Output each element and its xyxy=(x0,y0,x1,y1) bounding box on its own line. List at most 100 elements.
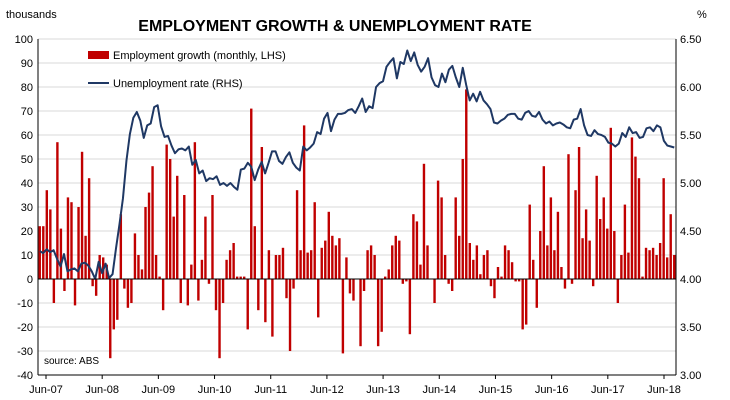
employment-bar xyxy=(359,279,362,347)
employment-bar xyxy=(112,279,115,330)
x-tick-label: Jun-14 xyxy=(422,384,456,396)
employment-bar xyxy=(338,238,341,279)
employment-bar xyxy=(70,202,73,279)
employment-bar xyxy=(426,245,429,279)
x-tick-label: Jun-16 xyxy=(535,384,569,396)
employment-bar xyxy=(433,279,436,303)
employment-bar xyxy=(49,209,52,279)
employment-bar xyxy=(94,279,98,296)
employment-bar xyxy=(309,250,313,279)
employment-bar xyxy=(218,279,221,359)
x-tick-label: Jun-10 xyxy=(198,384,232,396)
employment-bar xyxy=(225,259,228,279)
employment-bar xyxy=(387,269,390,279)
x-tick-label: Jun-07 xyxy=(29,384,63,396)
employment-bar xyxy=(458,235,461,279)
employment-bar xyxy=(616,279,620,303)
employment-bar xyxy=(151,166,154,279)
employment-bar xyxy=(257,279,260,311)
employment-bar xyxy=(384,276,387,279)
employment-bar xyxy=(507,250,510,279)
employment-bar xyxy=(324,240,327,279)
employment-bar xyxy=(73,279,77,306)
left-tick-label: -40 xyxy=(17,370,33,382)
employment-bar xyxy=(274,255,278,279)
employment-bar xyxy=(415,221,419,279)
employment-bar xyxy=(475,245,479,279)
employment-bar xyxy=(447,279,450,284)
employment-bar xyxy=(264,279,267,323)
right-tick-label: 4.00 xyxy=(680,274,701,286)
source-note: source: ABS xyxy=(44,356,99,367)
employment-bar xyxy=(662,178,665,279)
left-tick-label: 60 xyxy=(21,130,33,142)
employment-bar xyxy=(214,279,218,311)
left-tick-label: 30 xyxy=(21,202,33,214)
left-tick-label: -20 xyxy=(17,322,33,334)
employment-bar xyxy=(584,209,588,279)
x-axis-ticks: Jun-07 Jun-08 Jun-09 Jun-10 Jun-11 Jun-12 Jun-… xyxy=(29,375,681,396)
left-tick-label: 100 xyxy=(15,34,33,46)
employment-bar xyxy=(140,269,144,279)
employment-bar xyxy=(38,226,41,279)
employment-bar xyxy=(193,142,197,279)
employment-bar xyxy=(285,279,288,299)
employment-bar xyxy=(602,197,605,279)
employment-bar xyxy=(609,127,612,279)
employment-bar xyxy=(165,144,168,279)
left-tick-label: 90 xyxy=(21,58,33,70)
employment-bar xyxy=(362,279,366,291)
employment-bar xyxy=(398,240,401,279)
employment-bar xyxy=(482,255,486,279)
employment-bar xyxy=(560,267,563,279)
employment-bar xyxy=(613,231,616,279)
x-tick-label: Jun-15 xyxy=(479,384,513,396)
employment-bar xyxy=(450,279,454,291)
unemployment-line xyxy=(39,49,675,280)
employment-bar xyxy=(528,204,531,279)
left-tick-label: -10 xyxy=(17,298,33,310)
employment-bar xyxy=(137,255,140,279)
employment-bar xyxy=(637,178,641,279)
employment-bar xyxy=(521,279,524,330)
left-tick-label: 50 xyxy=(21,154,33,166)
left-tick-label: 80 xyxy=(21,82,33,94)
employment-bar xyxy=(327,211,330,279)
left-tick-label: 10 xyxy=(21,250,33,262)
employment-bar xyxy=(267,250,271,279)
employment-bar xyxy=(207,279,211,284)
right-tick-label: 5.00 xyxy=(680,178,701,190)
employment-bar xyxy=(500,276,503,279)
employment-bar xyxy=(651,247,655,279)
legend-label-unemployment: Unemployment rate (RHS) xyxy=(113,78,243,90)
employment-bar xyxy=(655,255,658,279)
right-tick-label: 5.50 xyxy=(680,130,701,142)
x-tick-label: Jun-08 xyxy=(85,384,119,396)
employment-bar xyxy=(658,243,662,279)
employment-bar xyxy=(235,276,239,279)
employment-bar xyxy=(489,279,493,287)
employment-bar xyxy=(514,279,517,282)
employment-bar xyxy=(144,207,147,279)
employment-bar xyxy=(577,147,581,279)
employment-bar xyxy=(634,156,637,279)
employment-bar xyxy=(59,228,63,279)
employment-bar xyxy=(133,233,137,279)
employment-bar xyxy=(154,255,158,279)
employment-bar xyxy=(539,231,542,279)
employment-bar xyxy=(373,255,376,279)
employment-bar xyxy=(176,175,179,279)
employment-bar xyxy=(87,178,91,279)
employment-bar xyxy=(570,279,574,284)
employment-bar xyxy=(352,279,355,301)
employment-bar xyxy=(130,279,133,303)
employment-bar xyxy=(588,240,591,279)
employment-bar xyxy=(673,255,676,279)
employment-bar xyxy=(288,279,292,351)
left-axis-unit: thousands xyxy=(6,9,57,21)
employment-bar xyxy=(412,214,415,279)
employment-bar xyxy=(246,279,249,330)
employment-bar xyxy=(574,190,577,279)
employment-bar xyxy=(271,279,274,337)
